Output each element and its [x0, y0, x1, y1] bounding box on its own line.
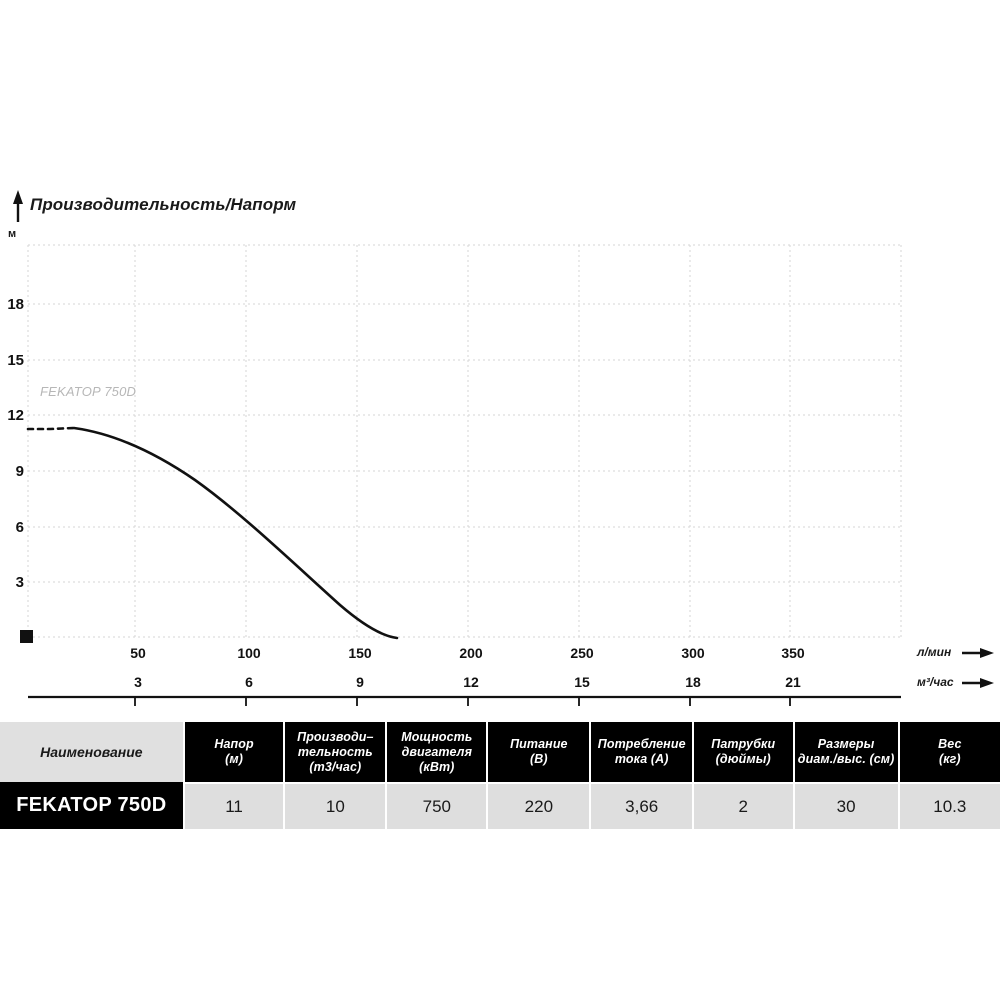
- header-line: Потребление: [597, 737, 686, 751]
- header-line: Патрубки: [711, 737, 776, 751]
- curve-solid-segment: [72, 426, 399, 640]
- header-line: (м): [225, 752, 243, 766]
- header-line: диам./выс. (см): [797, 752, 895, 766]
- unit-label-lmin: л/мин: [917, 645, 952, 659]
- header-line: (В): [530, 752, 548, 766]
- header-line: Размеры: [817, 737, 875, 751]
- x-tick-lmin-200: 200: [459, 645, 483, 661]
- arrow-up-icon: [13, 190, 23, 222]
- x-tick-lmin-100: 100: [237, 645, 261, 661]
- arrow-right-icon: [962, 648, 994, 658]
- header-line: тока (А): [614, 752, 669, 766]
- cell-napor: 11: [184, 782, 286, 829]
- arrow-right-icon: [962, 678, 994, 688]
- x-tick-m3h-6: 6: [245, 674, 253, 690]
- cell-patrubki: 2: [693, 782, 795, 829]
- header-line: Питание: [510, 737, 568, 751]
- x-tick-m3h-21: 21: [785, 674, 801, 690]
- cell-moshchnost: 750: [387, 782, 489, 829]
- x-tick-lmin-50: 50: [130, 645, 146, 661]
- table-header-razmery: Размеры диам./выс. (см): [794, 722, 900, 782]
- cell-razmery: 30: [794, 782, 900, 829]
- table-header-name: Наименование: [0, 722, 185, 782]
- chart-gridlines: [27, 244, 902, 638]
- cell-pitanie: 220: [488, 782, 592, 829]
- x-tick-m3h-15: 15: [574, 674, 590, 690]
- header-line: Производи–: [297, 729, 374, 744]
- table-header-tok: Потребление тока (А): [591, 722, 694, 782]
- origin-square-icon: [20, 630, 33, 643]
- table-row: FEKATOP 750D 11 10 750 220 3,66 2 30 10.…: [0, 782, 1000, 829]
- y-tick-9: 9: [15, 463, 24, 480]
- header-line: двигателя: [401, 744, 473, 759]
- header-line: (дюймы): [715, 752, 771, 766]
- specifications-table: Наименование Напор (м) Производи– тельно…: [0, 722, 1000, 829]
- cell-ves: 10.3: [899, 782, 1000, 829]
- table-header-proizvoditelnost: Производи– тельность (m3/час): [285, 722, 388, 782]
- secondary-axis-line: [28, 695, 901, 706]
- header-line: Напор: [214, 737, 254, 751]
- x-tick-m3h-9: 9: [356, 674, 364, 690]
- y-tick-12: 12: [7, 407, 24, 424]
- table-header-row: Наименование Напор (м) Производи– тельно…: [0, 722, 1000, 782]
- x-tick-lmin-300: 300: [681, 645, 705, 661]
- header-line: тельность: [297, 744, 373, 759]
- y-tick-3: 3: [15, 574, 24, 591]
- header-line: (кВт): [419, 759, 455, 774]
- header-line: Вес: [938, 737, 962, 751]
- x-tick-m3h-12: 12: [463, 674, 479, 690]
- x-tick-m3h-18: 18: [685, 674, 701, 690]
- x-tick-lmin-150: 150: [348, 645, 372, 661]
- y-tick-15: 15: [7, 352, 24, 369]
- x-tick-lmin-350: 350: [781, 645, 805, 661]
- y-axis-unit-label: м: [8, 228, 17, 240]
- series-label-fekatop-750d: FEKATOP 750D: [40, 384, 137, 399]
- y-tick-6: 6: [15, 519, 24, 536]
- performance-chart: Производительность/Напорм м 18 15 12 9 6…: [7, 190, 994, 706]
- cell-tok: 3,66: [591, 782, 694, 829]
- header-line: Наименование: [40, 744, 143, 760]
- header-line: Мощность: [401, 729, 473, 744]
- header-line: (m3/час): [309, 759, 362, 774]
- y-tick-18: 18: [7, 296, 24, 313]
- unit-label-m3h: м³/час: [917, 675, 954, 689]
- table-header-napor: Напор (м): [184, 722, 286, 782]
- cell-name: FEKATOP 750D: [0, 782, 185, 829]
- table-header-patrubki: Патрубки (дюймы): [693, 722, 795, 782]
- table-header-pitanie: Питание (В): [488, 722, 592, 782]
- cell-proizvoditelnost: 10: [285, 782, 388, 829]
- table-header-moshchnost: Мощность двигателя (кВт): [387, 722, 489, 782]
- header-line: (кг): [938, 752, 961, 766]
- table-header-ves: Вес (кг): [899, 722, 1000, 782]
- curve-dashed-segment: [26, 426, 76, 431]
- chart-canvas: [13, 190, 994, 706]
- chart-title: Производительность/Напорм: [30, 195, 297, 214]
- x-tick-m3h-3: 3: [134, 674, 142, 690]
- x-tick-lmin-250: 250: [570, 645, 594, 661]
